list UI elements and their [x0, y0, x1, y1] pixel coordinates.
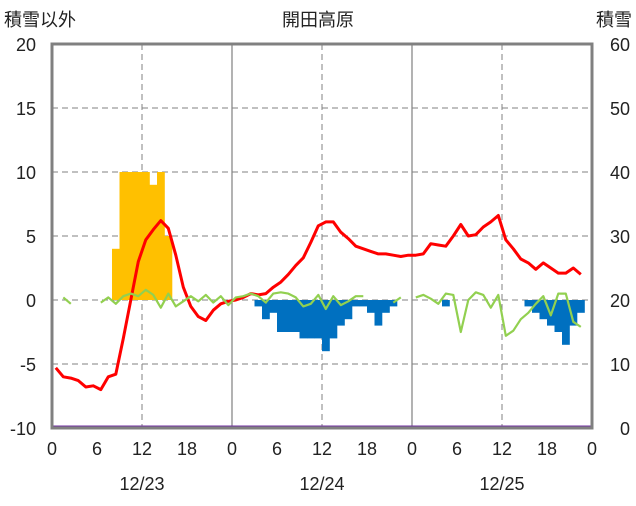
precip-bar-negative: [262, 300, 270, 320]
green-series-line: [392, 296, 402, 304]
y-tick-label-right: 40: [610, 163, 630, 183]
precip-bar-negative: [374, 300, 383, 326]
y-tick-label-right: 50: [610, 99, 630, 119]
y-tick-label-right: 10: [610, 355, 630, 375]
precip-bar-positive: [134, 172, 143, 300]
y-tick-label-left: 0: [26, 291, 36, 311]
precip-bar-negative: [329, 300, 338, 339]
x-tick-label: 12: [492, 439, 512, 459]
y-tick-label-right: 30: [610, 227, 630, 247]
precip-bar-positive: [142, 172, 150, 300]
precip-bar-negative: [577, 300, 585, 313]
green-series-line: [415, 291, 582, 337]
precip-bar-negative: [344, 300, 353, 320]
precip-bar-negative: [314, 300, 323, 339]
x-tick-label: 0: [47, 439, 57, 459]
x-tick-label: 18: [357, 439, 377, 459]
precipitation-bars: [112, 172, 585, 352]
y-tick-label-right: 60: [610, 35, 630, 55]
green-series-line: [100, 288, 364, 311]
precip-bar-negative: [562, 300, 570, 345]
y-tick-label-left: 5: [26, 227, 36, 247]
precip-bar-positive: [149, 184, 158, 300]
day-label: 12/24: [299, 474, 344, 494]
precip-bar-positive: [112, 248, 120, 300]
precip-bar-negative: [367, 300, 375, 313]
precip-bar-negative: [524, 300, 533, 307]
precip-bar-negative: [532, 300, 540, 313]
precip-bar-negative: [539, 300, 548, 320]
precip-bar-negative: [359, 300, 368, 307]
x-tick-label: 12: [132, 439, 152, 459]
green-series-line: [62, 296, 72, 305]
precip-bar-negative: [569, 300, 578, 326]
precip-bar-negative: [299, 300, 308, 339]
y-tick-label-right: 0: [620, 419, 630, 439]
x-tick-label: 6: [272, 439, 282, 459]
precip-bar-negative: [307, 300, 315, 339]
precip-bar-negative: [292, 300, 300, 332]
precip-bar-negative: [382, 300, 390, 313]
x-tick-label: 0: [587, 439, 597, 459]
x-tick-label: 12: [312, 439, 332, 459]
precip-bar-negative: [277, 300, 285, 332]
y-tick-label-left: -10: [10, 419, 36, 439]
x-tick-label: 0: [407, 439, 417, 459]
x-tick-label: 6: [92, 439, 102, 459]
y-axis-label-right: 積雪: [596, 10, 632, 30]
precip-bar-negative: [389, 300, 398, 307]
plot-frame: [50, 42, 594, 430]
y-tick-label-left: 15: [16, 99, 36, 119]
precip-bar-negative: [269, 300, 278, 313]
x-tick-label: 18: [177, 439, 197, 459]
precip-bar-positive: [119, 172, 128, 300]
precip-bar-negative: [442, 300, 450, 307]
precip-bar-negative: [284, 300, 293, 332]
y-tick-label-right: 20: [610, 291, 630, 311]
chart-title: 開田高原: [282, 10, 354, 30]
x-tick-label: 6: [452, 439, 462, 459]
precip-bar-negative: [254, 300, 263, 307]
day-label: 12/23: [119, 474, 164, 494]
precip-bar-negative: [322, 300, 330, 352]
x-tick-label: 18: [537, 439, 557, 459]
y-axis-label-left: 積雪以外: [4, 10, 76, 30]
precip-bar-positive: [157, 172, 165, 300]
plot-border: [50, 42, 594, 430]
precip-bar-negative: [352, 300, 360, 307]
temperature-line: [54, 214, 582, 392]
precip-bar-positive: [127, 172, 135, 300]
y-tick-label-left: 10: [16, 163, 36, 183]
precip-bar-negative: [337, 300, 345, 326]
x-tick-label: 0: [227, 439, 237, 459]
y-tick-label-left: -5: [20, 355, 36, 375]
y-tick-label-left: 20: [16, 35, 36, 55]
precip-bar-negative: [554, 300, 563, 332]
day-label: 12/25: [479, 474, 524, 494]
precip-bar-positive: [164, 236, 173, 300]
